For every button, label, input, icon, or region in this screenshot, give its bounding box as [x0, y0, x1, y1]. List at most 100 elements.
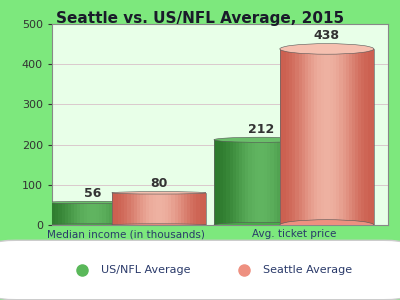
Bar [305, 140, 308, 225]
Bar [58, 202, 62, 225]
Bar [264, 140, 267, 225]
Bar [302, 49, 305, 225]
Text: 438: 438 [314, 29, 340, 42]
Bar [118, 202, 121, 225]
Bar [143, 193, 146, 225]
Bar [214, 140, 217, 225]
Bar [261, 140, 264, 225]
Bar [156, 193, 159, 225]
Bar [109, 202, 112, 225]
Text: Seattle vs. US/NFL Average, 2015: Seattle vs. US/NFL Average, 2015 [56, 11, 344, 26]
Bar [318, 49, 320, 225]
Bar [174, 193, 178, 225]
Bar [200, 193, 203, 225]
Bar [196, 193, 200, 225]
Bar [239, 140, 242, 225]
Ellipse shape [112, 192, 206, 194]
Bar [137, 202, 140, 225]
Bar [352, 49, 355, 225]
Bar [178, 193, 181, 225]
Bar [99, 202, 102, 225]
Bar [162, 193, 165, 225]
Bar [327, 49, 330, 225]
Bar [150, 193, 152, 225]
Bar [289, 49, 292, 225]
Bar [311, 49, 314, 225]
Bar [320, 49, 324, 225]
Ellipse shape [214, 137, 308, 142]
Bar [296, 140, 299, 225]
Bar [342, 49, 346, 225]
Bar [137, 193, 140, 225]
Bar [106, 202, 109, 225]
Ellipse shape [214, 222, 308, 228]
Ellipse shape [46, 224, 140, 226]
Bar [77, 202, 80, 225]
Bar [286, 49, 289, 225]
Bar [90, 202, 93, 225]
Bar [187, 193, 190, 225]
Bar [193, 193, 196, 225]
Bar [286, 140, 289, 225]
Bar [361, 49, 364, 225]
Bar [283, 140, 286, 225]
Bar [292, 140, 296, 225]
Bar [217, 140, 220, 225]
Bar [242, 140, 245, 225]
Bar [296, 49, 299, 225]
Bar [230, 140, 233, 225]
Bar [289, 140, 292, 225]
Bar [52, 202, 55, 225]
Bar [184, 193, 187, 225]
Bar [258, 140, 261, 225]
Bar [49, 202, 52, 225]
Bar [87, 202, 90, 225]
Bar [84, 202, 87, 225]
Bar [226, 140, 230, 225]
Bar [124, 193, 128, 225]
Bar [115, 202, 118, 225]
Bar [115, 193, 118, 225]
Bar [65, 202, 68, 225]
Text: US/NFL Average: US/NFL Average [101, 265, 190, 275]
Bar [280, 140, 283, 225]
Bar [128, 193, 131, 225]
Bar [236, 140, 239, 225]
Bar [152, 193, 156, 225]
Text: Seattle Average: Seattle Average [262, 265, 352, 275]
Bar [280, 49, 283, 225]
Bar [299, 140, 302, 225]
Bar [349, 49, 352, 225]
Bar [140, 193, 143, 225]
Bar [96, 202, 99, 225]
Ellipse shape [46, 201, 140, 204]
Bar [68, 202, 71, 225]
Bar [324, 49, 327, 225]
Bar [102, 202, 106, 225]
Bar [314, 49, 318, 225]
Bar [339, 49, 342, 225]
Bar [121, 193, 124, 225]
Bar [330, 49, 333, 225]
Bar [121, 202, 124, 225]
Bar [336, 49, 339, 225]
Bar [165, 193, 168, 225]
Bar [277, 140, 280, 225]
Bar [220, 140, 223, 225]
Bar [80, 202, 84, 225]
Bar [118, 193, 121, 225]
Text: 80: 80 [150, 177, 168, 190]
Bar [131, 202, 134, 225]
Bar [159, 193, 162, 225]
Bar [190, 193, 193, 225]
Bar [168, 193, 171, 225]
Bar [181, 193, 184, 225]
Bar [171, 193, 174, 225]
Bar [333, 49, 336, 225]
Ellipse shape [112, 224, 206, 226]
Bar [93, 202, 96, 225]
Bar [305, 49, 308, 225]
Bar [267, 140, 270, 225]
Bar [203, 193, 206, 225]
Bar [346, 49, 349, 225]
